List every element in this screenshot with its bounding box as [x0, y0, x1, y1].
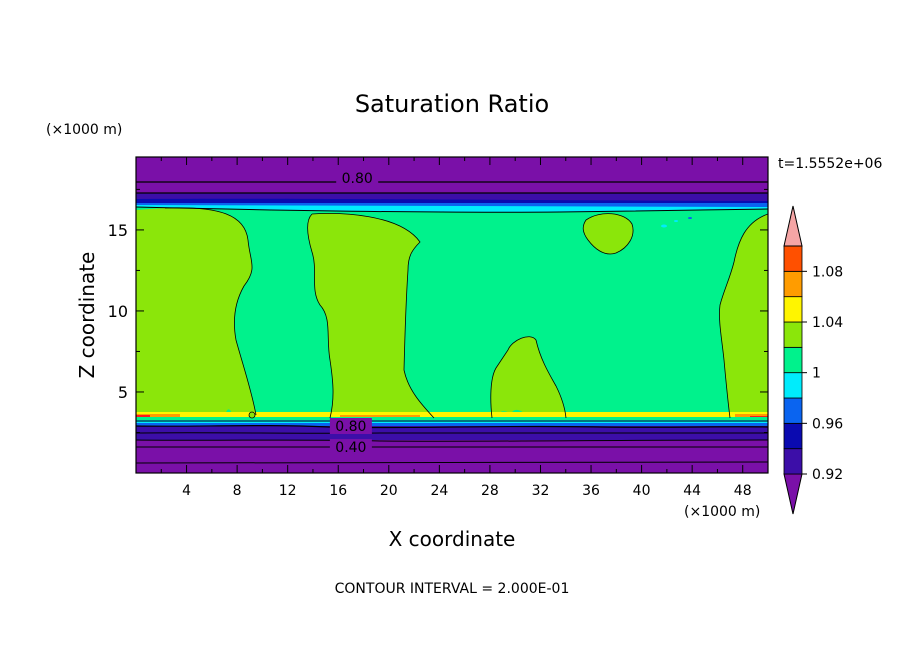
- contour-line-lobe-left: [164, 207, 257, 416]
- contour-small-circle: [248, 411, 256, 419]
- colorbar-upper-arrow: [783, 205, 803, 247]
- colorbar-label: 1: [812, 366, 821, 382]
- y-unit-label: (×1000 m): [46, 122, 122, 138]
- contour-label: 0.40: [335, 440, 366, 456]
- super-lobe-center: [490, 336, 566, 418]
- colorbar-segment: [783, 321, 803, 348]
- x-tick-label: 12: [279, 483, 297, 499]
- colorbar-segment: [783, 397, 803, 424]
- contour-label: 0.80: [335, 419, 366, 435]
- y-tick-label: 15: [108, 221, 128, 240]
- colorbar-label: 0.96: [812, 416, 843, 432]
- saturated-region: [136, 207, 768, 420]
- contour-labels: 0.80 0.80 0.40: [329, 170, 379, 456]
- contour-line-lower: [136, 461, 768, 464]
- x-unit-label: (×1000 m): [684, 504, 760, 520]
- chart-title: Saturation Ratio: [355, 90, 549, 118]
- contour-line-lower: [136, 446, 768, 448]
- contour-line-lobe-center-left: [307, 213, 435, 419]
- lower-blue-layer: [136, 423, 768, 426]
- contour-line-saturation: [136, 206, 768, 213]
- x-tick-label: 48: [734, 483, 752, 499]
- contour-interval-footer: CONTOUR INTERVAL = 2.000E-01: [335, 581, 570, 597]
- x-tick-label: 20: [380, 483, 398, 499]
- x-tick-label: 28: [481, 483, 499, 499]
- super-lobe-left: [136, 207, 256, 418]
- colorbar-segment: [783, 422, 803, 450]
- contour-line-lobe-center: [490, 336, 567, 419]
- colorbar-segment: [783, 448, 803, 475]
- x-axis: 4 8 12 16 20 24 28 32 36 40 44 48: [160, 157, 752, 499]
- x-tick-label: 36: [582, 483, 600, 499]
- colorbar: 0.92 0.96 1 1.04 1.08: [783, 205, 843, 515]
- contour-line-lower: [136, 432, 768, 434]
- y-axis: 5 10 15: [108, 188, 768, 433]
- x-tick-label: 32: [532, 483, 550, 499]
- cyan-speck: [661, 224, 667, 228]
- super-lobe-upper-right: [583, 213, 634, 254]
- contour-line-lobe-upper-right: [582, 213, 634, 255]
- colorbar-label: 1.04: [812, 315, 843, 331]
- contour-line-lower: [136, 425, 768, 429]
- contour-label-background: [329, 418, 372, 435]
- lower-base-green: [136, 417, 768, 420]
- x-tick-label: 4: [182, 483, 191, 499]
- y-axis-label: Z coordinate: [75, 252, 99, 379]
- colorbar-label: 1.08: [812, 264, 843, 280]
- x-tick-label: 16: [329, 483, 347, 499]
- cyan-speck: [674, 220, 678, 222]
- contour-label-background: [336, 170, 379, 187]
- time-label: t=1.5552e+06: [778, 156, 882, 172]
- plot-frame: [135, 156, 769, 474]
- contour-label: 0.80: [342, 171, 373, 187]
- y-tick-label: 5: [118, 383, 128, 402]
- colorbar-segment: [783, 372, 803, 399]
- y-tick-label: 10: [108, 302, 128, 321]
- super-lobe-right: [719, 214, 768, 418]
- x-axis-label: X coordinate: [389, 527, 516, 551]
- colorbar-lower-arrow: [783, 473, 803, 515]
- colorbar-segment: [783, 270, 803, 298]
- lower-yellow-layer: [136, 412, 768, 417]
- x-tick-label: 40: [633, 483, 651, 499]
- colorbar-label: 0.92: [812, 467, 843, 483]
- x-tick-label: 8: [233, 483, 242, 499]
- contour-line-lobe-right: [719, 213, 768, 419]
- super-lobe-center-left: [307, 213, 434, 418]
- cyan-speck: [688, 217, 692, 219]
- x-tick-label: 44: [683, 483, 701, 499]
- contour-label-background: [329, 439, 372, 456]
- colorbar-segment: [783, 346, 803, 374]
- x-tick-label: 24: [430, 483, 448, 499]
- plot-area: 0.80 0.80 0.40: [136, 157, 768, 473]
- colorbar-segment: [783, 245, 803, 272]
- colorbar-segment: [783, 296, 803, 323]
- contour-line-lower: [136, 439, 768, 442]
